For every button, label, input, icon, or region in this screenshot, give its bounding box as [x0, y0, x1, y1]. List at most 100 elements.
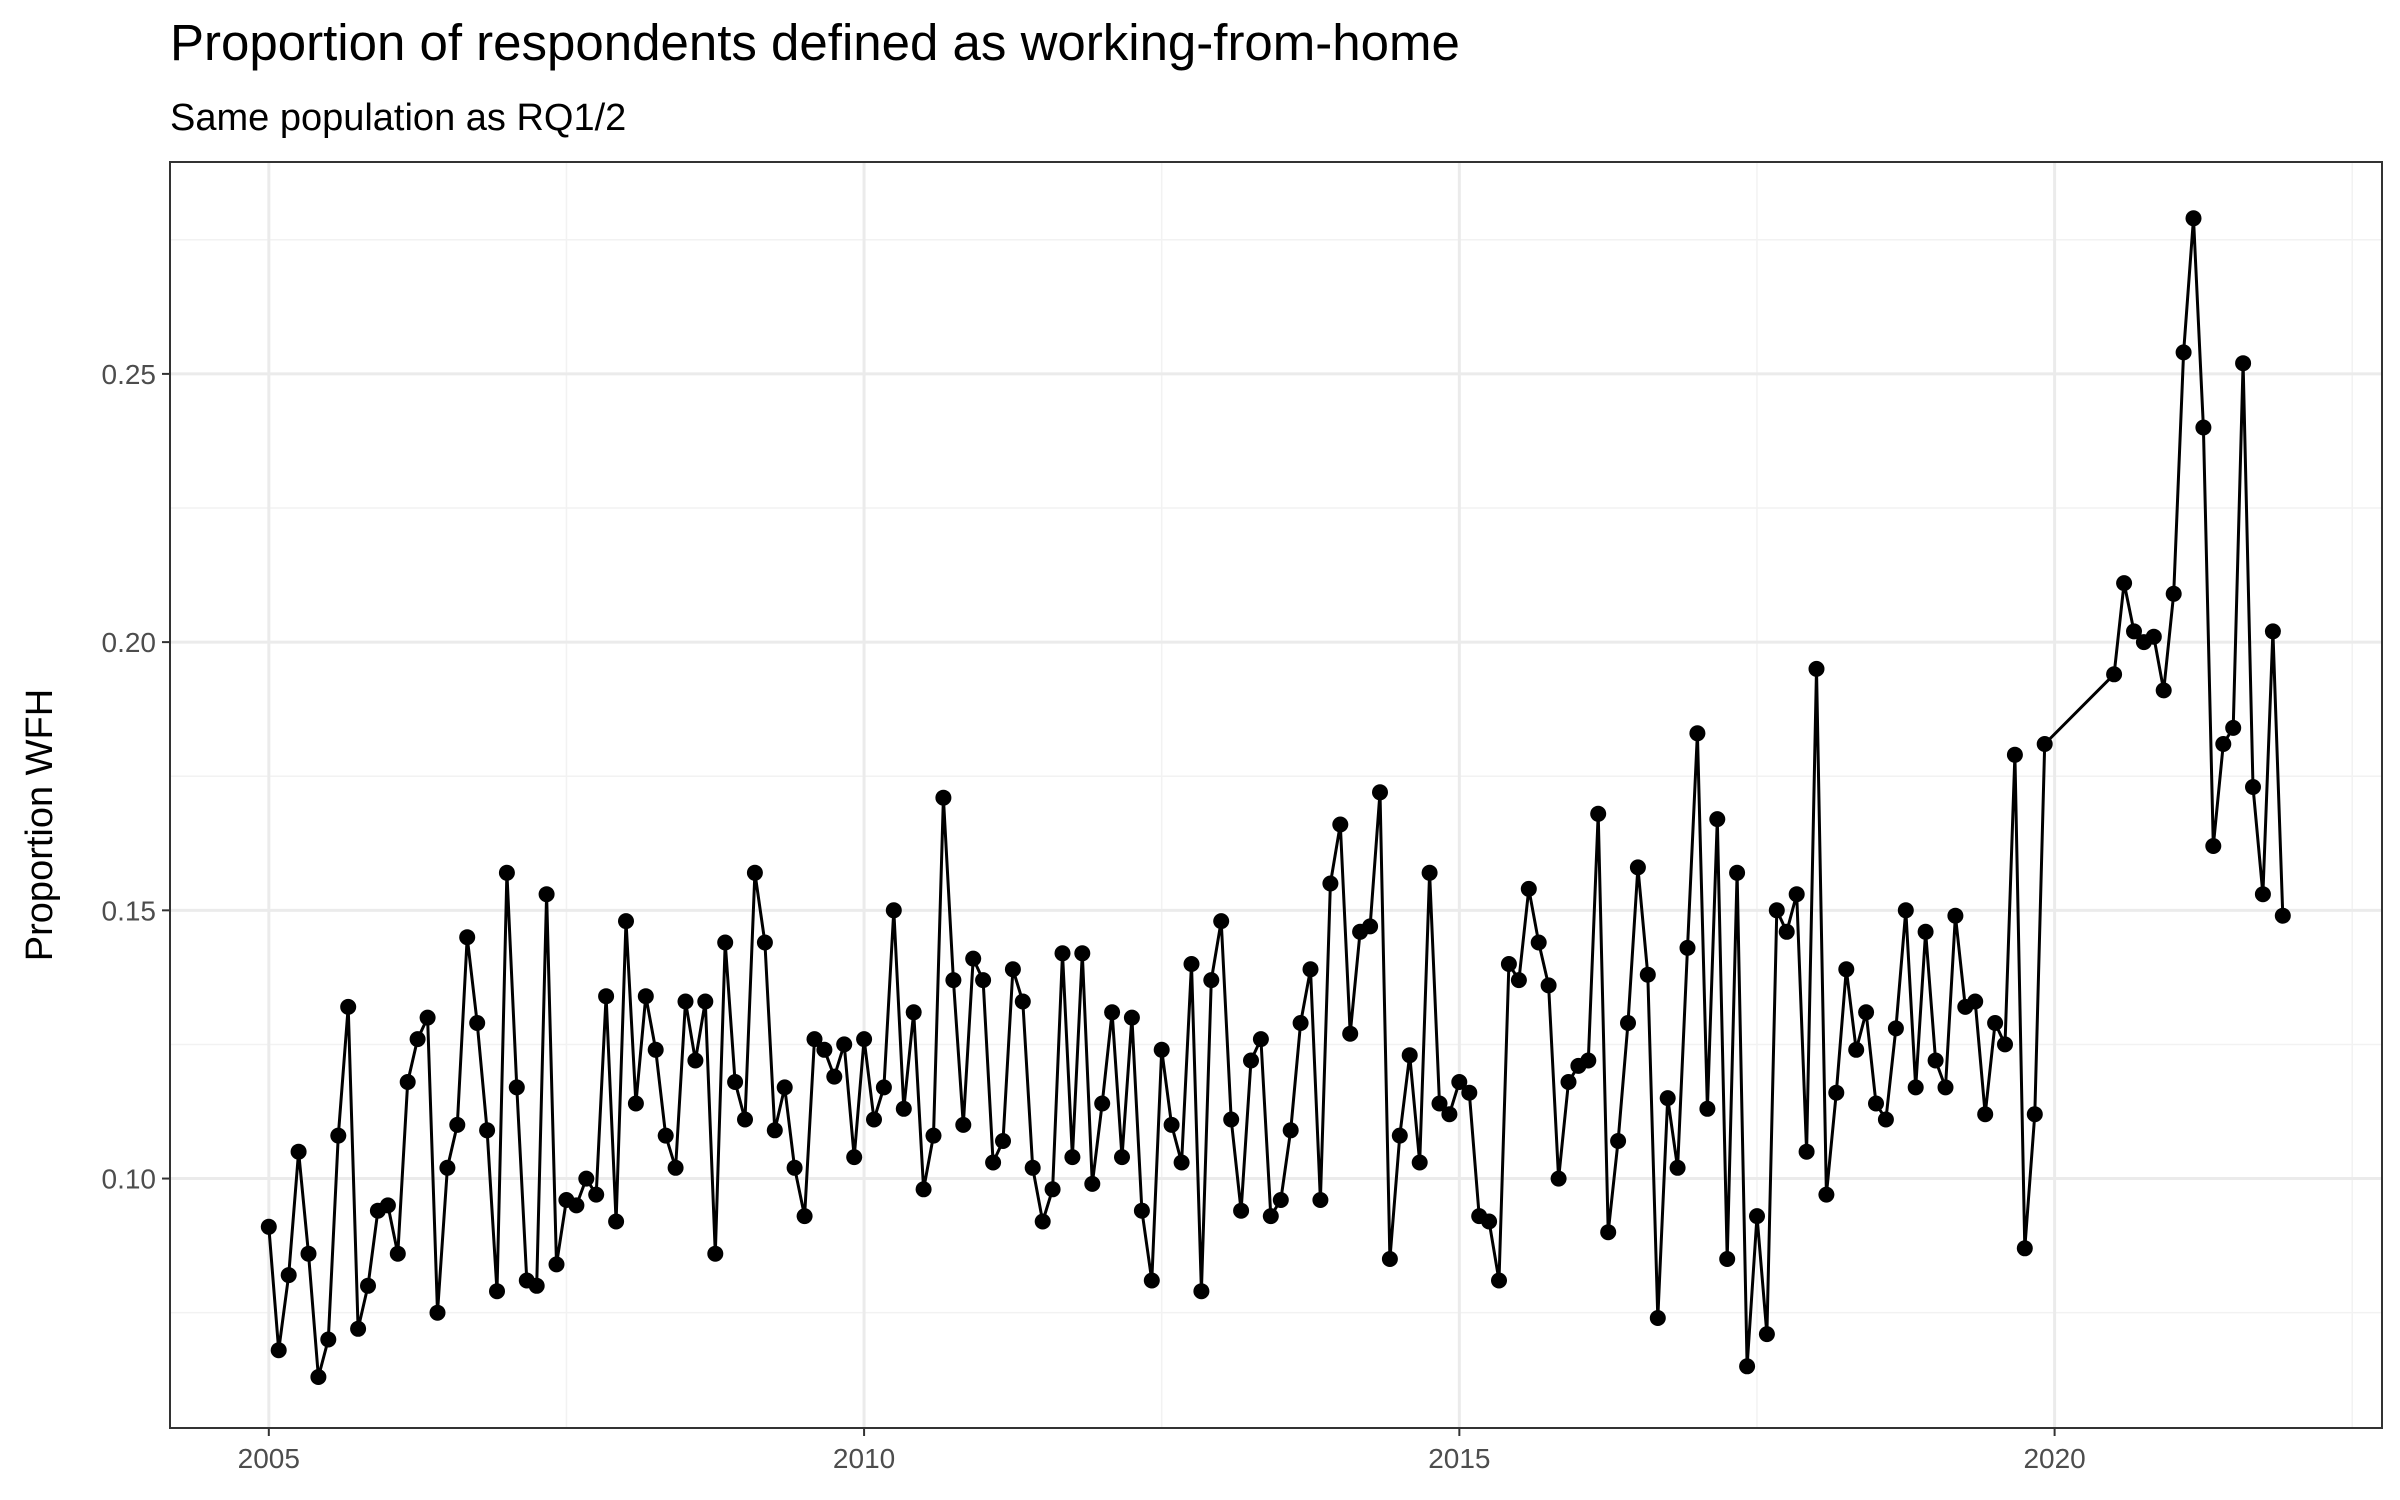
data-point [1560, 1074, 1577, 1090]
x-tick-label: 2020 [2023, 1443, 2085, 1474]
data-point [1193, 1283, 1210, 1300]
data-point [1292, 1015, 1309, 1031]
data-point [2215, 736, 2232, 752]
data-point [1758, 1326, 1775, 1343]
data-point [657, 1127, 674, 1144]
data-point [498, 864, 515, 881]
data-point [786, 1159, 803, 1176]
data-point [667, 1159, 684, 1176]
data-point [598, 988, 615, 1005]
data-point [1649, 1310, 1666, 1326]
data-point [697, 993, 714, 1010]
data-point [1084, 1175, 1101, 1192]
data-point [826, 1068, 843, 1085]
data-point [806, 1031, 823, 1048]
data-point [1173, 1154, 1190, 1171]
data-point [439, 1159, 456, 1176]
data-point [776, 1079, 793, 1096]
y-axis-title: Proportion WFH [19, 689, 61, 961]
data-point [1094, 1095, 1111, 1112]
data-point [856, 1031, 873, 1048]
data-point [1282, 1122, 1299, 1139]
data-point [1709, 811, 1726, 828]
data-point [935, 789, 952, 806]
data-point [1133, 1202, 1150, 1219]
data-point [965, 950, 982, 967]
data-point [915, 1181, 932, 1198]
data-point [1362, 918, 1379, 935]
data-point [1808, 660, 1825, 677]
axis-layer: 0.10 0.15 0.20 0.25 2005 2010 2015 2020 [102, 359, 2086, 1474]
data-point [1897, 902, 1914, 919]
data-point [1877, 1111, 1894, 1128]
data-point [836, 1036, 853, 1053]
data-point [1868, 1095, 1884, 1112]
data-point [1719, 1251, 1736, 1267]
data-point [1967, 993, 1984, 1010]
data-point [2165, 585, 2182, 602]
data-point [727, 1074, 744, 1090]
data-point [1034, 1213, 1051, 1230]
data-point [1838, 961, 1855, 978]
data-point [1917, 923, 1934, 940]
data-point [1153, 1041, 1170, 1058]
data-point [1451, 1074, 1468, 1090]
data-point [1143, 1272, 1160, 1289]
data-point [2235, 355, 2252, 372]
data-point [1272, 1192, 1289, 1208]
data-point [618, 913, 634, 930]
data-point [945, 972, 962, 989]
data-point [1203, 972, 1220, 989]
data-point [419, 1009, 436, 1026]
data-point [1927, 1052, 1944, 1069]
data-point [875, 1079, 892, 1096]
data-point [1223, 1111, 1240, 1128]
data-point [1858, 1004, 1875, 1021]
data-point [1421, 864, 1438, 881]
y-tick-label: 0.20 [102, 627, 157, 658]
data-point [1322, 875, 1339, 892]
data-point [1550, 1170, 1567, 1187]
data-point [766, 1122, 783, 1139]
data-point [1510, 972, 1527, 989]
data-point [449, 1116, 466, 1133]
data-point [608, 1213, 625, 1230]
data-point [2126, 623, 2142, 640]
data-point [538, 886, 555, 903]
data-point [1977, 1106, 1994, 1123]
data-point [905, 1004, 922, 1021]
data-point [1411, 1154, 1428, 1171]
data-point [707, 1245, 724, 1262]
data-point [1778, 923, 1795, 940]
data-point [578, 1170, 595, 1187]
data-point [260, 1218, 277, 1235]
data-point [1213, 913, 1230, 930]
data-point [1233, 1202, 1250, 1219]
data-point [1629, 859, 1646, 876]
data-point [1342, 1025, 1359, 1042]
data-point [1114, 1149, 1130, 1166]
data-point [2026, 1106, 2043, 1123]
data-point [1500, 956, 1517, 972]
data-point [1798, 1143, 1815, 1160]
data-point [1481, 1213, 1498, 1230]
data-point [1530, 934, 1547, 951]
y-tick-label: 0.25 [102, 359, 157, 390]
data-point [1580, 1052, 1597, 1069]
data-point [1729, 864, 1746, 881]
data-point [2106, 666, 2123, 683]
data-point [1520, 880, 1537, 897]
data-point [2145, 628, 2162, 645]
data-point [2155, 682, 2172, 699]
data-point [459, 929, 476, 946]
data-point [290, 1143, 307, 1160]
data-point [1004, 961, 1021, 978]
data-point [1074, 945, 1091, 962]
data-point [1014, 993, 1031, 1010]
data-point [1749, 1208, 1765, 1225]
x-tick-label: 2010 [833, 1443, 895, 1474]
data-point [717, 934, 734, 951]
data-point [1788, 886, 1805, 903]
data-point [379, 1197, 396, 1214]
